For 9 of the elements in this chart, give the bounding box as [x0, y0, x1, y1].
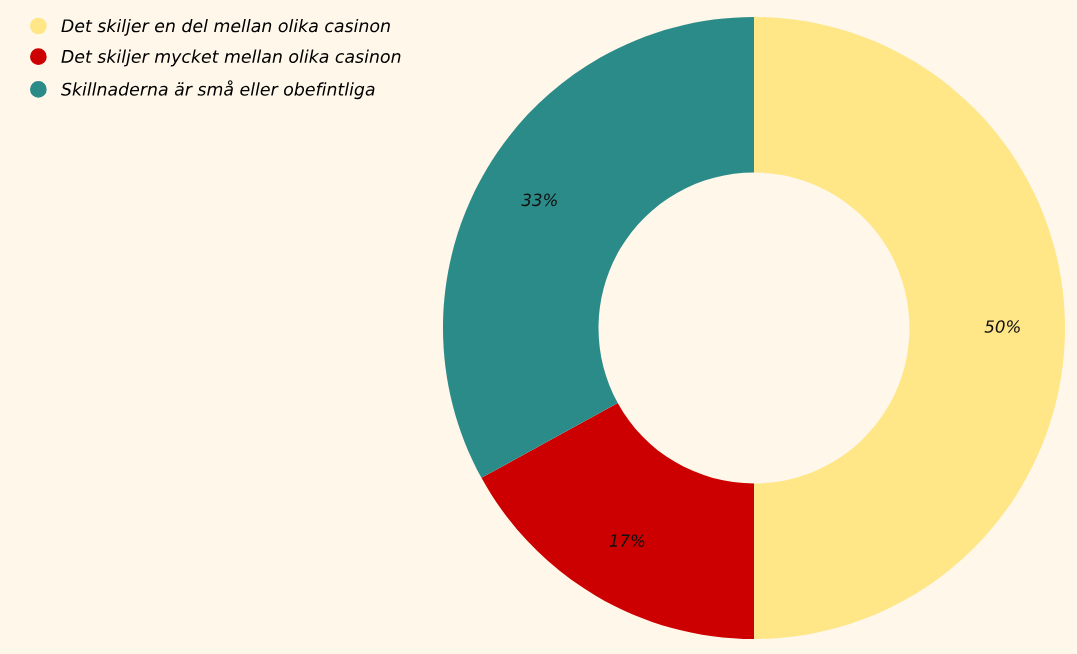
data-label: 33% — [521, 193, 557, 207]
data-label: 17% — [609, 534, 645, 547]
donut-slice — [754, 17, 1065, 639]
legend-label: Det skiljer en del mellan olika casinon — [61, 18, 390, 36]
data-label: 50% — [984, 320, 1020, 333]
donut-slice — [481, 402, 754, 639]
donut-slice — [443, 17, 754, 478]
legend-label: Det skiljer mycket mellan olika casinon — [61, 49, 401, 67]
legend-label: Skillnaderna är små eller obefintliga — [61, 80, 375, 100]
